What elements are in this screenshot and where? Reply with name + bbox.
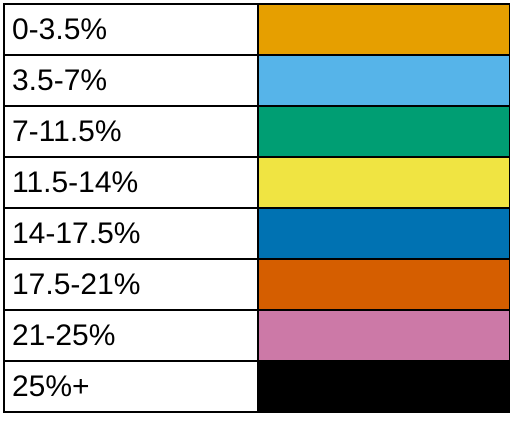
legend-color-swatch xyxy=(257,360,510,413)
legend-range-label: 0-3.5% xyxy=(3,3,259,56)
legend-row: 25%+ xyxy=(3,360,510,413)
legend-color-swatch xyxy=(257,207,510,260)
legend-rows: 0-3.5% 3.5-7% 7-11.5% 11.5-14% 14-17.5% … xyxy=(3,3,510,413)
legend-row: 17.5-21% xyxy=(3,258,510,311)
legend-color-swatch xyxy=(257,3,510,56)
legend-color-swatch xyxy=(257,309,510,362)
legend-row: 3.5-7% xyxy=(3,54,510,107)
legend-row: 0-3.5% xyxy=(3,3,510,56)
legend-range-label: 21-25% xyxy=(3,309,259,362)
legend-range-label: 3.5-7% xyxy=(3,54,259,107)
legend-range-label: 11.5-14% xyxy=(3,156,259,209)
legend-row: 21-25% xyxy=(3,309,510,362)
legend-color-swatch xyxy=(257,105,510,158)
legend-range-label: 25%+ xyxy=(3,360,259,413)
legend-row: 14-17.5% xyxy=(3,207,510,260)
legend-range-label: 17.5-21% xyxy=(3,258,259,311)
legend-row: 11.5-14% xyxy=(3,156,510,209)
legend-color-swatch xyxy=(257,54,510,107)
legend-color-swatch xyxy=(257,258,510,311)
legend-range-label: 7-11.5% xyxy=(3,105,259,158)
legend-row: 7-11.5% xyxy=(3,105,510,158)
color-legend-table: 0-3.5% 3.5-7% 7-11.5% 11.5-14% 14-17.5% … xyxy=(3,3,510,413)
legend-color-swatch xyxy=(257,156,510,209)
legend-range-label: 14-17.5% xyxy=(3,207,259,260)
